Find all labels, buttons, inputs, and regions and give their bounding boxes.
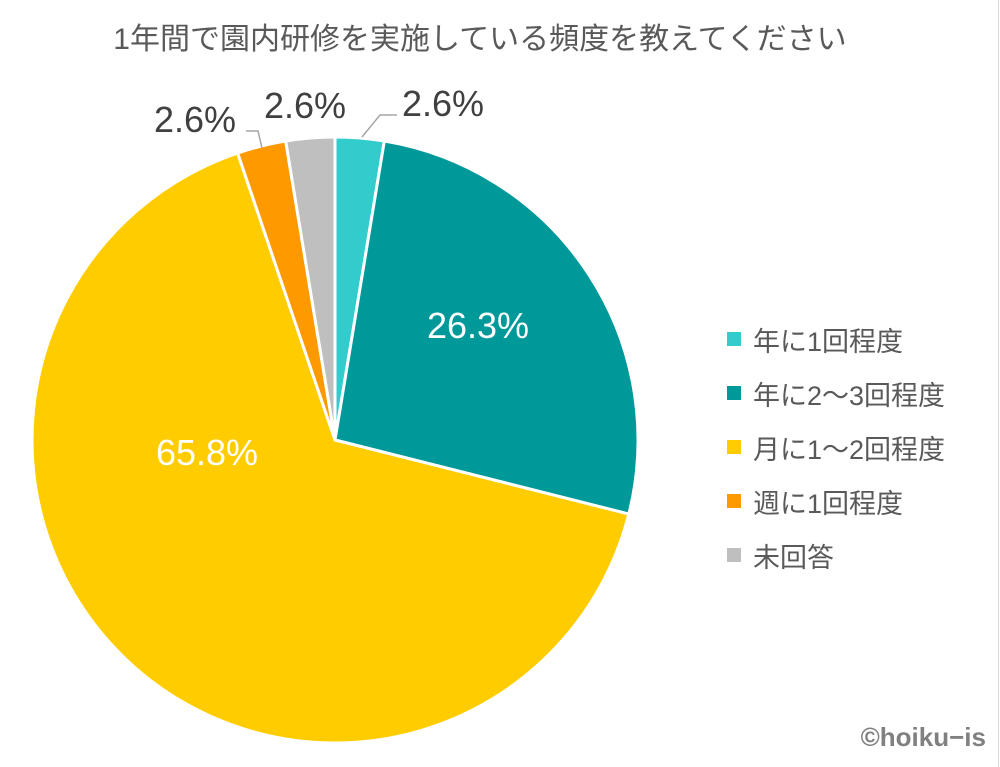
pie-slice [30,151,631,745]
legend-label: 月に1～2回程度 [753,434,946,465]
data-label: 26.3% [427,305,529,346]
data-label: 2.6% [154,99,236,140]
legend-swatch [727,386,741,400]
chart-title: 1年間で園内研修を実施している頻度を教えてください [113,23,847,56]
leader-line [361,114,397,138]
legend-label: 週に1回程度 [753,488,904,519]
legend-swatch [727,494,741,508]
legend-swatch [727,548,741,562]
legend-item: 月に1～2回程度 [727,420,945,474]
legend-label: 未回答 [753,542,834,573]
pie-slice [283,135,337,441]
legend-swatch [727,332,741,346]
legend-item: 未回答 [727,528,945,582]
pie-slice [333,139,640,516]
legend: 年に1回程度年に2～3回程度 月に1～2回程度 週に1回程度 未回答 [727,312,945,582]
legend-swatch [727,440,741,454]
copyright-credit: ©hoiku−is [860,722,986,752]
legend-item: 週に1回程度 [727,474,945,528]
legend-item: 年に2～3回程度 [727,366,945,420]
chart-border [998,0,999,767]
leader-line [246,130,263,149]
legend-label: 年に2～3回程度 [753,380,946,411]
legend-label: 年に1回程度 [753,326,904,357]
data-label: 65.8% [156,432,258,473]
data-label: 2.6% [402,83,484,124]
legend-item: 年に1回程度 [727,312,945,366]
data-label: 2.6% [264,85,346,126]
